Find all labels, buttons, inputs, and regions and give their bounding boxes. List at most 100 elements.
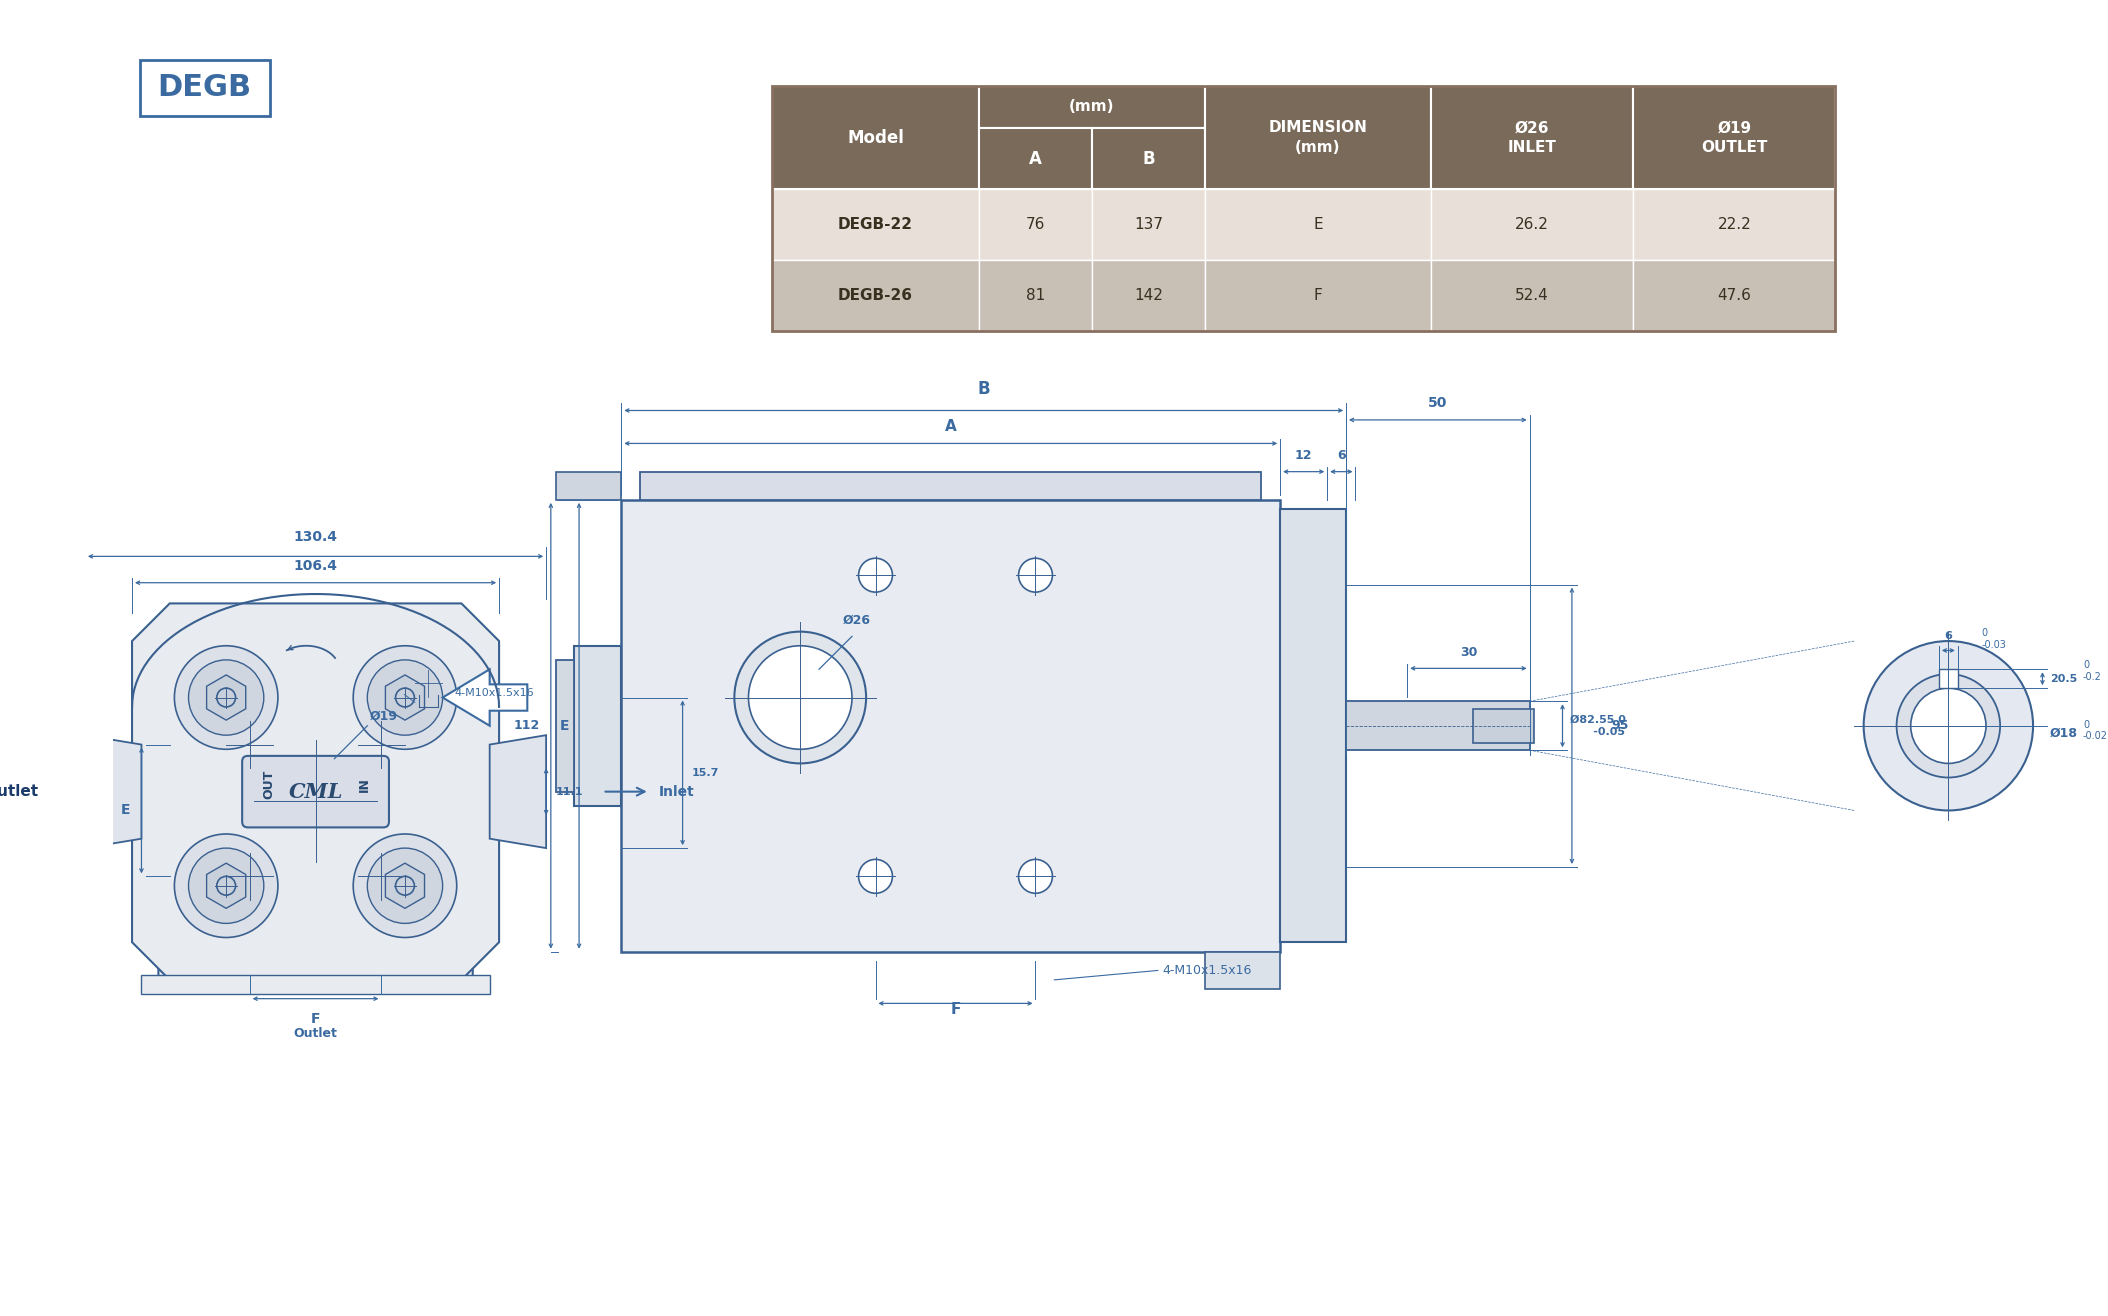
Text: E: E <box>561 719 569 733</box>
Bar <box>1431 261 1634 330</box>
Bar <box>1206 951 1280 990</box>
Text: Inlet: Inlet <box>660 784 696 799</box>
Circle shape <box>188 659 264 736</box>
Text: 22.2: 22.2 <box>1718 217 1752 232</box>
Bar <box>1634 190 1836 261</box>
Text: 6: 6 <box>1944 632 1952 641</box>
Text: Ø82.55 0
      -0.05: Ø82.55 0 -0.05 <box>1570 715 1625 737</box>
Text: 0
-0.2: 0 -0.2 <box>2083 661 2102 682</box>
Text: Ø18: Ø18 <box>2049 726 2078 740</box>
Bar <box>641 471 1261 500</box>
Text: Ø19
OUTLET: Ø19 OUTLET <box>1701 120 1767 155</box>
Circle shape <box>354 646 457 749</box>
Polygon shape <box>489 736 546 848</box>
Circle shape <box>1863 641 2032 811</box>
Text: 0
-0.02: 0 -0.02 <box>2083 720 2108 741</box>
Circle shape <box>858 558 892 592</box>
Bar <box>1431 86 1634 190</box>
Text: E: E <box>1313 217 1322 232</box>
Text: 106.4: 106.4 <box>293 559 337 574</box>
Bar <box>573 646 622 805</box>
FancyBboxPatch shape <box>141 975 489 994</box>
Circle shape <box>396 688 415 707</box>
Text: 81: 81 <box>1027 288 1046 303</box>
Bar <box>978 261 1092 330</box>
Text: 47.6: 47.6 <box>1718 288 1752 303</box>
Bar <box>1206 86 1431 190</box>
Text: (mm): (mm) <box>1069 100 1115 114</box>
Circle shape <box>424 678 434 690</box>
Text: E: E <box>120 804 131 817</box>
Circle shape <box>734 632 866 763</box>
Bar <box>1280 509 1347 942</box>
Polygon shape <box>443 670 527 725</box>
Bar <box>557 659 573 792</box>
Text: F: F <box>951 1001 961 1016</box>
Text: OUT: OUT <box>261 770 274 799</box>
Polygon shape <box>386 863 424 908</box>
Circle shape <box>217 876 236 895</box>
Circle shape <box>175 834 278 937</box>
Circle shape <box>360 855 403 898</box>
Circle shape <box>858 859 892 894</box>
Bar <box>622 500 1280 951</box>
Circle shape <box>264 749 367 853</box>
Text: 0
-0.03: 0 -0.03 <box>1982 628 2007 650</box>
FancyBboxPatch shape <box>242 755 390 828</box>
Circle shape <box>230 855 270 898</box>
Text: 12: 12 <box>1294 449 1313 462</box>
Text: DIMENSION
(mm): DIMENSION (mm) <box>1269 120 1368 155</box>
Polygon shape <box>133 604 500 980</box>
Circle shape <box>188 848 264 924</box>
Text: 26.2: 26.2 <box>1516 217 1549 232</box>
Text: 76: 76 <box>1027 217 1046 232</box>
Text: 112: 112 <box>512 720 540 732</box>
Bar <box>1206 190 1431 261</box>
Text: Ø26
INLET: Ø26 INLET <box>1507 120 1556 155</box>
Circle shape <box>1897 674 2000 778</box>
Text: B: B <box>1143 150 1155 167</box>
Text: F: F <box>1313 288 1322 303</box>
Text: 11.1: 11.1 <box>557 787 584 796</box>
Bar <box>1092 190 1206 261</box>
Bar <box>772 86 978 190</box>
FancyBboxPatch shape <box>158 634 472 987</box>
Text: F: F <box>310 1012 320 1026</box>
Text: 4-M10x1.5x16: 4-M10x1.5x16 <box>1162 963 1252 976</box>
Circle shape <box>360 724 403 766</box>
Text: 130.4: 130.4 <box>293 530 337 544</box>
Text: 52.4: 52.4 <box>1516 288 1549 303</box>
Bar <box>1206 261 1431 330</box>
Bar <box>978 86 1206 128</box>
Text: Outlet: Outlet <box>293 1026 337 1040</box>
Circle shape <box>1018 558 1052 592</box>
Text: 95: 95 <box>1611 720 1627 732</box>
Text: DEGB-22: DEGB-22 <box>839 217 913 232</box>
Bar <box>772 190 978 261</box>
Text: 137: 137 <box>1134 217 1164 232</box>
Text: 30: 30 <box>1459 646 1478 659</box>
Circle shape <box>1910 688 1986 763</box>
Text: 20.5: 20.5 <box>2049 674 2076 684</box>
Circle shape <box>354 834 457 937</box>
FancyBboxPatch shape <box>139 61 270 116</box>
Bar <box>978 190 1092 261</box>
Polygon shape <box>207 675 247 720</box>
Text: Ø19: Ø19 <box>371 709 398 722</box>
Polygon shape <box>84 736 141 848</box>
Circle shape <box>396 876 415 895</box>
Polygon shape <box>386 675 424 720</box>
Text: 15.7: 15.7 <box>691 767 719 778</box>
Circle shape <box>175 646 278 749</box>
Circle shape <box>230 724 270 766</box>
Text: A: A <box>1029 150 1041 167</box>
Text: B: B <box>978 380 991 399</box>
Text: Model: Model <box>847 129 904 146</box>
Bar <box>978 128 1092 190</box>
Polygon shape <box>207 863 247 908</box>
Circle shape <box>367 848 443 924</box>
Text: DEGB: DEGB <box>158 74 251 103</box>
Text: Ø26: Ø26 <box>843 615 871 626</box>
Text: 50: 50 <box>1427 396 1446 411</box>
Text: IN: IN <box>358 776 371 791</box>
